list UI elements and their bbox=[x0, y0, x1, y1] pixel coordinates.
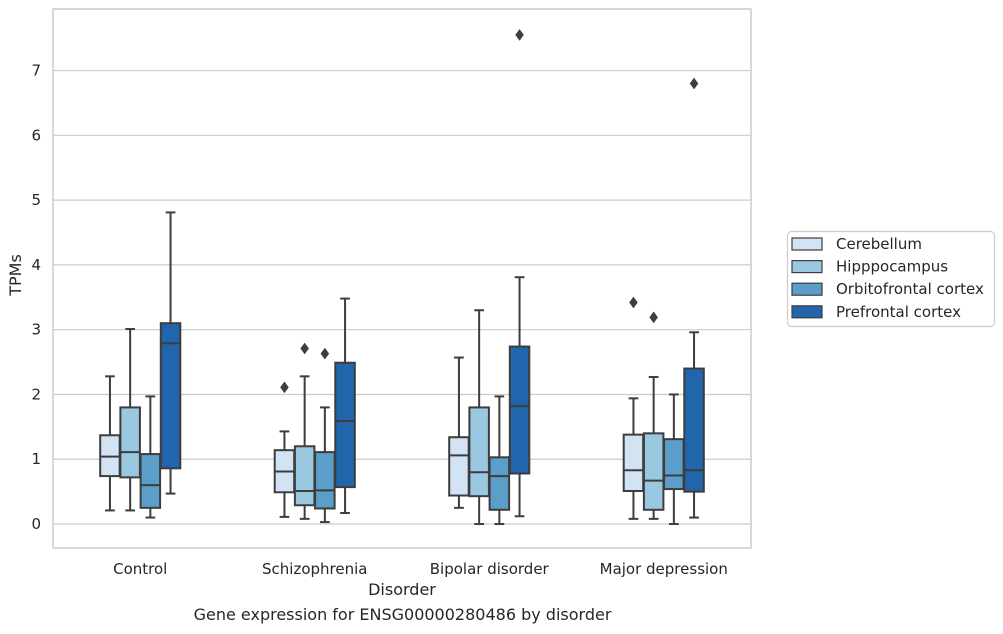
box-hipppocampus bbox=[468, 309, 490, 526]
x-axis-title: Disorder bbox=[368, 580, 436, 599]
legend-swatch bbox=[791, 260, 823, 274]
x-tick-label: Control bbox=[113, 560, 167, 578]
legend: Cerebellum Hipppocampus Orbitofrontal cort… bbox=[786, 230, 996, 328]
y-axis-ticks: 0 1 2 3 4 5 6 7 bbox=[31, 62, 41, 533]
box-cerebellum bbox=[273, 381, 296, 518]
box-orbitofrontal-cortex bbox=[663, 393, 685, 526]
box-body bbox=[159, 322, 182, 470]
y-tick-label: 2 bbox=[31, 385, 41, 403]
box-body bbox=[508, 345, 531, 475]
outlier-point bbox=[629, 296, 638, 309]
box-prefrontal-cortex bbox=[334, 297, 356, 515]
legend-label: Prefrontal cortex bbox=[836, 303, 961, 321]
box-body bbox=[334, 361, 356, 489]
box-body bbox=[119, 406, 141, 479]
legend-label: Hipppocampus bbox=[836, 258, 948, 276]
box-hipppocampus bbox=[119, 328, 141, 512]
y-tick-label: 7 bbox=[31, 62, 41, 80]
box-prefrontal-cortex bbox=[159, 211, 182, 495]
legend-label: Orbitofrontal cortex bbox=[836, 280, 984, 298]
legend-item: Prefrontal cortex bbox=[791, 303, 961, 321]
legend-swatch bbox=[791, 282, 823, 296]
outlier-point bbox=[515, 28, 524, 41]
x-axis-ticks: Control Schizophrenia Bipolar disorder Majo… bbox=[113, 560, 728, 578]
legend-frame bbox=[786, 230, 996, 328]
x-tick-label: Bipolar disorder bbox=[430, 560, 550, 578]
box-orbitofrontal-cortex bbox=[314, 347, 336, 524]
box-orbitofrontal-cortex bbox=[488, 395, 511, 526]
figure-caption: Gene expression for ENSG00000280486 by d… bbox=[193, 605, 612, 624]
y-tick-label: 0 bbox=[31, 515, 41, 533]
y-tick-label: 4 bbox=[31, 256, 41, 274]
outlier-point bbox=[689, 77, 699, 90]
x-tick-label: Major depression bbox=[600, 560, 728, 578]
outlier-point bbox=[320, 347, 330, 360]
box-prefrontal-cortex bbox=[508, 28, 531, 518]
box-body bbox=[622, 433, 645, 492]
box-body bbox=[488, 456, 511, 511]
box-body bbox=[683, 367, 705, 493]
box-body bbox=[139, 453, 162, 509]
box-body bbox=[448, 436, 470, 497]
y-tick-label: 6 bbox=[31, 126, 41, 144]
box-body bbox=[642, 432, 665, 511]
outlier-point bbox=[649, 311, 658, 324]
outlier-point bbox=[300, 342, 309, 355]
legend-label: Cerebellum bbox=[836, 235, 922, 253]
y-tick-label: 1 bbox=[31, 450, 41, 468]
box-cerebellum bbox=[99, 375, 121, 512]
plot-frame bbox=[52, 8, 752, 549]
box-cerebellum bbox=[448, 356, 470, 509]
y-axis-title: TPMs bbox=[6, 254, 25, 297]
outlier-point bbox=[280, 381, 289, 394]
box-orbitofrontal-cortex bbox=[139, 395, 162, 519]
legend-item: Cerebellum bbox=[791, 235, 922, 253]
box-hipppocampus bbox=[293, 342, 316, 520]
box-body bbox=[314, 451, 336, 510]
box-hipppocampus bbox=[642, 311, 665, 520]
y-tick-label: 3 bbox=[31, 321, 41, 339]
box-body bbox=[663, 438, 685, 491]
legend-swatch bbox=[791, 305, 823, 319]
box-body bbox=[293, 445, 316, 507]
legend-swatch bbox=[791, 237, 823, 251]
y-tick-label: 5 bbox=[31, 191, 41, 209]
x-tick-label: Schizophrenia bbox=[262, 560, 367, 578]
plot-area bbox=[52, 8, 752, 549]
legend-item: Hipppocampus bbox=[791, 258, 948, 276]
box-body bbox=[468, 406, 490, 498]
box-prefrontal-cortex bbox=[683, 77, 705, 519]
legend-item: Orbitofrontal cortex bbox=[791, 280, 984, 298]
